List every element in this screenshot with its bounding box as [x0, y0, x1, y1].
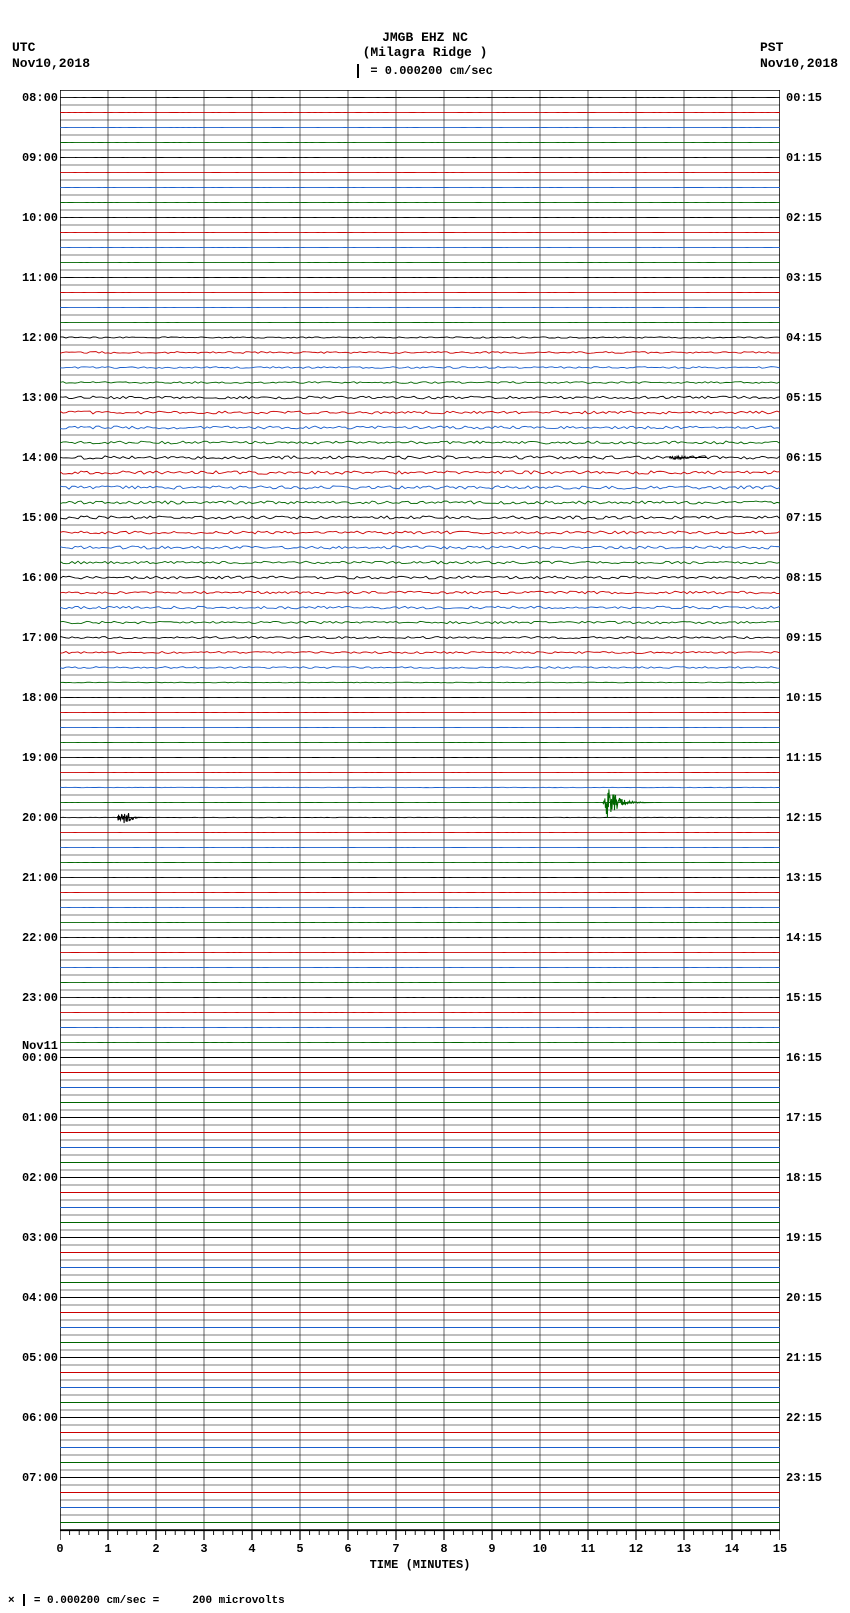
- utc-hour-label: 02:00: [14, 1171, 58, 1185]
- pst-hour-label: 14:15: [786, 931, 822, 945]
- utc-hour-label: 06:00: [14, 1411, 58, 1425]
- tz-right-tz: PST: [760, 40, 838, 56]
- pst-hour-label: 11:15: [786, 751, 822, 765]
- x-tick-label: 15: [773, 1542, 787, 1556]
- utc-hour-label: 12:00: [14, 331, 58, 345]
- footer-text-b: 200 microvolts: [192, 1595, 284, 1607]
- utc-hour-label: 11:00: [14, 271, 58, 285]
- pst-hour-label: 18:15: [786, 1171, 822, 1185]
- x-tick-label: 6: [344, 1542, 351, 1556]
- x-axis-label: TIME (MINUTES): [60, 1558, 780, 1572]
- pst-hour-label: 03:15: [786, 271, 822, 285]
- tz-left-tz: UTC: [12, 40, 90, 56]
- x-tick-label: 0: [56, 1542, 63, 1556]
- utc-hour-label: 18:00: [14, 691, 58, 705]
- utc-hour-label: 07:00: [14, 1471, 58, 1485]
- footer-prefix: ×: [8, 1595, 15, 1607]
- pst-hour-label: 07:15: [786, 511, 822, 525]
- x-tick-label: 13: [677, 1542, 691, 1556]
- pst-hour-label: 05:15: [786, 391, 822, 405]
- x-axis: 0123456789101112131415 TIME (MINUTES): [60, 1530, 780, 1570]
- utc-hour-label: 13:00: [14, 391, 58, 405]
- tz-left: UTC Nov10,2018: [12, 40, 90, 71]
- x-tick-label: 8: [440, 1542, 447, 1556]
- pst-hour-label: 02:15: [786, 211, 822, 225]
- header: JMGB EHZ NC (Milagra Ridge ) = 0.000200 …: [0, 30, 850, 78]
- utc-hour-label: 21:00: [14, 871, 58, 885]
- pst-hour-label: 12:15: [786, 811, 822, 825]
- footer-text-a: = 0.000200 cm/sec =: [34, 1595, 159, 1607]
- x-tick-label: 1: [104, 1542, 111, 1556]
- pst-hour-label: 16:15: [786, 1051, 822, 1065]
- station-location: (Milagra Ridge ): [0, 45, 850, 60]
- x-tick-label: 4: [248, 1542, 255, 1556]
- x-tick-label: 10: [533, 1542, 547, 1556]
- pst-hour-label: 04:15: [786, 331, 822, 345]
- pst-hour-label: 17:15: [786, 1111, 822, 1125]
- utc-hour-label: 09:00: [14, 151, 58, 165]
- x-tick-label: 11: [581, 1542, 595, 1556]
- footer-bar-icon: [23, 1594, 25, 1606]
- seismogram-svg: [60, 90, 780, 1530]
- pst-hour-label: 20:15: [786, 1291, 822, 1305]
- pst-hour-label: 00:15: [786, 91, 822, 105]
- utc-hour-label: 10:00: [14, 211, 58, 225]
- pst-hour-label: 10:15: [786, 691, 822, 705]
- x-tick-label: 5: [296, 1542, 303, 1556]
- pst-hour-label: 01:15: [786, 151, 822, 165]
- pst-hour-label: 23:15: [786, 1471, 822, 1485]
- x-tick-label: 9: [488, 1542, 495, 1556]
- x-tick-label: 12: [629, 1542, 643, 1556]
- x-tick-label: 2: [152, 1542, 159, 1556]
- x-axis-ticks: [60, 1530, 780, 1546]
- utc-hour-label: 19:00: [14, 751, 58, 765]
- scale-note: = 0.000200 cm/sec: [0, 64, 850, 78]
- utc-hour-label: 20:00: [14, 811, 58, 825]
- plot-area: [60, 90, 780, 1530]
- scale-bar-icon: [357, 64, 359, 78]
- utc-hour-label: 22:00: [14, 931, 58, 945]
- utc-hour-label: 04:00: [14, 1291, 58, 1305]
- pst-hour-label: 22:15: [786, 1411, 822, 1425]
- utc-hour-label: 16:00: [14, 571, 58, 585]
- pst-hour-label: 09:15: [786, 631, 822, 645]
- utc-hour-label: 05:00: [14, 1351, 58, 1365]
- utc-hour-label: 01:00: [14, 1111, 58, 1125]
- tz-left-date: Nov10,2018: [12, 56, 90, 72]
- utc-hour-label: 23:00: [14, 991, 58, 1005]
- utc-hour-label: 17:00: [14, 631, 58, 645]
- station-id: JMGB EHZ NC: [0, 30, 850, 45]
- pst-hour-label: 19:15: [786, 1231, 822, 1245]
- tz-right-date: Nov10,2018: [760, 56, 838, 72]
- pst-hour-label: 21:15: [786, 1351, 822, 1365]
- x-tick-label: 3: [200, 1542, 207, 1556]
- x-tick-label: 7: [392, 1542, 399, 1556]
- utc-hour-label: 15:00: [14, 511, 58, 525]
- pst-hour-label: 06:15: [786, 451, 822, 465]
- scale-note-text: = 0.000200 cm/sec: [370, 64, 492, 78]
- utc-hour-label: 00:00: [14, 1051, 58, 1065]
- utc-hour-label: 03:00: [14, 1231, 58, 1245]
- tz-right: PST Nov10,2018: [760, 40, 838, 71]
- seismogram-page: JMGB EHZ NC (Milagra Ridge ) = 0.000200 …: [0, 0, 850, 1613]
- x-tick-label: 14: [725, 1542, 739, 1556]
- utc-hour-label: 14:00: [14, 451, 58, 465]
- pst-hour-label: 08:15: [786, 571, 822, 585]
- pst-hour-label: 15:15: [786, 991, 822, 1005]
- footer-scale: × = 0.000200 cm/sec = 200 microvolts: [8, 1594, 285, 1607]
- utc-hour-label: 08:00: [14, 91, 58, 105]
- pst-hour-label: 13:15: [786, 871, 822, 885]
